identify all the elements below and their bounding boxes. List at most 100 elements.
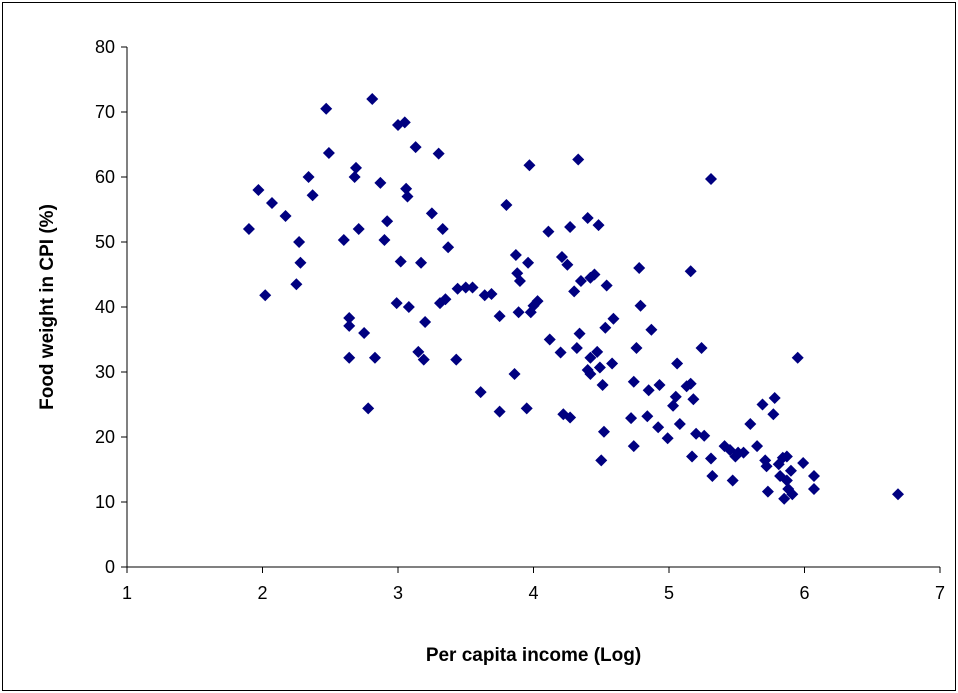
data-point bbox=[778, 492, 791, 505]
data-point bbox=[543, 333, 556, 346]
data-point bbox=[780, 450, 793, 463]
data-point bbox=[417, 353, 430, 366]
data-point bbox=[599, 321, 612, 334]
data-point bbox=[706, 470, 719, 482]
data-point bbox=[302, 171, 315, 183]
data-point bbox=[450, 353, 463, 366]
data-point bbox=[791, 351, 804, 364]
data-point bbox=[466, 281, 479, 294]
data-point bbox=[625, 412, 638, 425]
data-point bbox=[687, 393, 700, 406]
x-tick-label: 3 bbox=[393, 583, 403, 603]
data-point bbox=[786, 488, 799, 501]
data-point bbox=[597, 425, 610, 438]
data-point bbox=[439, 293, 452, 306]
data-point bbox=[652, 421, 665, 434]
data-point bbox=[695, 341, 708, 354]
data-point bbox=[581, 211, 594, 224]
data-point bbox=[378, 234, 391, 247]
data-point bbox=[807, 483, 820, 495]
data-point bbox=[500, 198, 513, 211]
data-point bbox=[554, 346, 567, 359]
data-point bbox=[768, 392, 781, 404]
data-point bbox=[698, 429, 711, 442]
data-point bbox=[348, 171, 361, 183]
data-point bbox=[561, 258, 574, 271]
data-point bbox=[409, 141, 422, 154]
data-point bbox=[425, 207, 438, 220]
data-point bbox=[293, 236, 306, 248]
data-point bbox=[493, 405, 506, 418]
x-axis: 1 2 3 4 5 6 7 bbox=[122, 566, 945, 603]
data-point bbox=[642, 384, 655, 397]
data-point bbox=[767, 408, 780, 421]
data-point bbox=[784, 464, 797, 477]
data-point bbox=[780, 474, 793, 487]
data-point bbox=[761, 485, 774, 498]
data-point bbox=[705, 452, 718, 465]
data-point bbox=[343, 312, 356, 325]
data-point bbox=[645, 323, 658, 336]
data-point bbox=[627, 440, 640, 453]
data-point bbox=[252, 184, 265, 196]
data-point bbox=[242, 223, 255, 235]
data-point bbox=[362, 402, 375, 415]
data-point bbox=[442, 241, 455, 254]
data-point bbox=[306, 189, 319, 202]
data-point bbox=[751, 440, 764, 453]
data-point bbox=[513, 275, 526, 287]
data-point bbox=[653, 379, 666, 391]
data-point bbox=[368, 351, 381, 364]
data-point bbox=[343, 351, 356, 364]
data-point bbox=[555, 250, 568, 263]
data-point bbox=[322, 146, 335, 159]
x-tick-label: 2 bbox=[257, 583, 267, 603]
data-point bbox=[419, 315, 432, 328]
data-point bbox=[667, 399, 680, 412]
data-point bbox=[673, 418, 686, 430]
data-point bbox=[402, 301, 415, 313]
data-point bbox=[807, 470, 820, 482]
data-point bbox=[574, 275, 587, 287]
data-point bbox=[584, 367, 597, 380]
data-point bbox=[641, 410, 654, 423]
data-point bbox=[542, 225, 555, 238]
data-point bbox=[508, 367, 521, 380]
x-tick-label: 4 bbox=[528, 583, 538, 603]
y-tick-label: 20 bbox=[95, 427, 115, 447]
data-point bbox=[797, 457, 810, 469]
x-tick-label: 6 bbox=[799, 583, 809, 603]
data-point bbox=[588, 268, 601, 281]
data-point bbox=[891, 488, 904, 501]
x-tick-label: 7 bbox=[935, 583, 945, 603]
data-point bbox=[493, 310, 506, 323]
data-point bbox=[374, 176, 387, 189]
data-point bbox=[690, 427, 703, 440]
data-point bbox=[485, 288, 498, 300]
data-point bbox=[671, 357, 684, 370]
data-points bbox=[242, 93, 904, 505]
data-point bbox=[760, 460, 773, 473]
data-point bbox=[606, 357, 619, 370]
data-point bbox=[573, 327, 586, 340]
data-point bbox=[522, 256, 535, 269]
data-point bbox=[584, 351, 597, 364]
y-tick-label: 70 bbox=[95, 102, 115, 122]
data-point bbox=[607, 312, 620, 325]
data-point bbox=[337, 234, 350, 247]
y-tick-label: 0 bbox=[105, 557, 115, 577]
data-point bbox=[593, 361, 606, 374]
data-point bbox=[358, 327, 371, 339]
x-axis-title: Per capita income (Log) bbox=[426, 645, 641, 666]
data-point bbox=[669, 390, 682, 403]
data-point bbox=[432, 147, 445, 160]
data-point bbox=[400, 182, 413, 195]
data-point bbox=[279, 210, 292, 222]
data-point bbox=[705, 172, 718, 185]
data-point bbox=[459, 281, 472, 294]
data-point bbox=[436, 223, 449, 235]
data-point bbox=[634, 299, 647, 312]
data-point bbox=[349, 161, 362, 174]
y-axis: 0 10 20 30 40 50 60 70 80 bbox=[95, 37, 128, 577]
